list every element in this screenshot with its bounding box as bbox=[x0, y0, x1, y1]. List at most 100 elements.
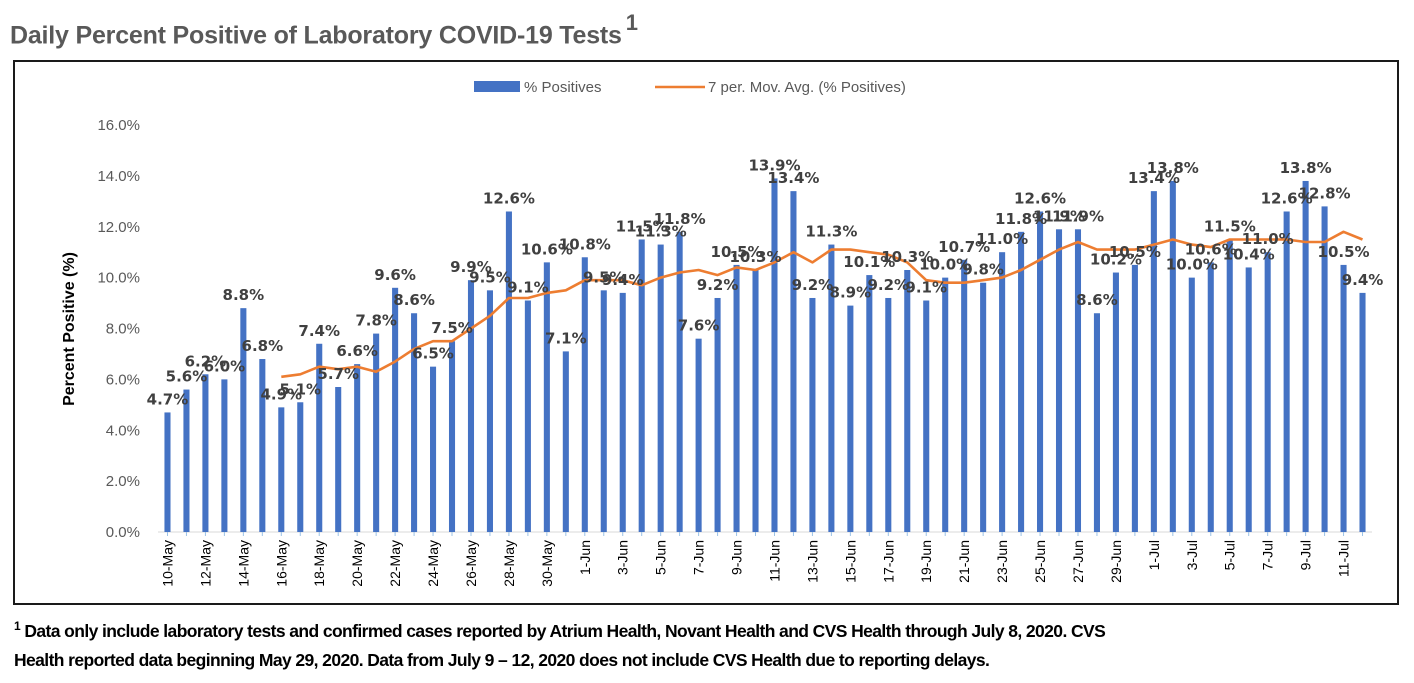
footnote-text-1: Data only include laboratory tests and c… bbox=[24, 620, 1106, 641]
x-tick-label: 30-May bbox=[539, 540, 555, 587]
data-label: 10.5% bbox=[1318, 243, 1370, 261]
bar bbox=[676, 231, 683, 532]
data-label: 7.4% bbox=[298, 322, 340, 340]
bar bbox=[562, 351, 569, 532]
data-label: 10.5% bbox=[711, 243, 763, 261]
data-label: 10.8% bbox=[559, 235, 611, 253]
bar bbox=[1150, 191, 1157, 532]
x-tick-label: 19-Jun bbox=[918, 540, 934, 583]
bar bbox=[695, 338, 702, 532]
x-tick-label: 23-Jun bbox=[994, 540, 1010, 583]
bars bbox=[164, 178, 1366, 533]
data-label: 13.8% bbox=[1147, 159, 1199, 177]
bar bbox=[866, 275, 873, 532]
legend: % Positives 7 per. Mov. Avg. (% Positive… bbox=[474, 79, 906, 96]
y-tick-label: 16.0% bbox=[97, 117, 140, 134]
data-label: 7.6% bbox=[678, 317, 720, 335]
x-tick-label: 3-Jun bbox=[615, 540, 631, 575]
y-tick-label: 10.0% bbox=[97, 270, 140, 287]
y-tick-label: 2.0% bbox=[106, 473, 140, 490]
data-label: 8.6% bbox=[1076, 291, 1118, 309]
data-label: 12.6% bbox=[483, 189, 535, 207]
bar bbox=[448, 341, 456, 532]
data-label: 7.5% bbox=[431, 319, 473, 337]
data-label: 11.3% bbox=[805, 223, 857, 241]
bar bbox=[524, 300, 531, 532]
data-label: 11.0% bbox=[976, 230, 1028, 248]
bar bbox=[923, 300, 930, 532]
bar bbox=[411, 313, 418, 532]
data-label: 11.8% bbox=[654, 210, 706, 228]
data-label: 10.3% bbox=[729, 248, 781, 266]
data-label: 12.6% bbox=[1261, 189, 1313, 207]
data-label: 9.5% bbox=[583, 268, 625, 286]
bar bbox=[164, 412, 171, 532]
x-tick-label: 11-Jul bbox=[1336, 540, 1352, 577]
legend-label-bars: % Positives bbox=[524, 79, 602, 96]
data-label: 13.4% bbox=[767, 169, 819, 187]
bar bbox=[619, 292, 626, 532]
data-label: 8.8% bbox=[223, 286, 265, 304]
data-label: 10.0% bbox=[1166, 256, 1218, 274]
bar bbox=[638, 239, 645, 532]
bar bbox=[1037, 211, 1044, 533]
bar bbox=[430, 366, 437, 532]
bar bbox=[1283, 211, 1290, 533]
data-label: 10.5% bbox=[1109, 243, 1161, 261]
bar bbox=[980, 282, 987, 532]
data-label: 6.8% bbox=[242, 337, 284, 355]
bar bbox=[885, 297, 892, 532]
x-tick-label: 25-Jun bbox=[1032, 540, 1048, 583]
x-tick-label: 29-Jun bbox=[1108, 540, 1124, 583]
x-tick-label: 16-May bbox=[273, 540, 289, 587]
title-text: Daily Percent Positive of Laboratory COV… bbox=[10, 21, 622, 50]
bar bbox=[942, 277, 949, 532]
data-label: 12.6% bbox=[1014, 189, 1066, 207]
bar bbox=[1188, 277, 1195, 532]
bar bbox=[904, 269, 911, 532]
footnote-text-2: Health reported data beginning May 29, 2… bbox=[14, 649, 990, 670]
data-label: 12.8% bbox=[1299, 184, 1351, 202]
data-label: 11.3% bbox=[635, 223, 687, 241]
data-labels: 4.7% 5.6%6.2%6.0% 8.8% 6.8% 4.9%5.1% 7.4% 5.7%… bbox=[147, 156, 1384, 408]
bar bbox=[961, 259, 968, 532]
data-label: 9.4% bbox=[602, 271, 644, 289]
x-tick-label: 14-May bbox=[235, 540, 251, 587]
data-label: 6.0% bbox=[204, 357, 246, 375]
bar bbox=[373, 333, 380, 532]
data-label: 9.8% bbox=[962, 261, 1004, 279]
bar bbox=[335, 387, 342, 532]
bar bbox=[316, 343, 323, 532]
y-tick-label: 6.0% bbox=[106, 371, 140, 388]
x-tick-label: 15-Jun bbox=[842, 540, 858, 583]
data-label: 11.5% bbox=[1204, 217, 1256, 235]
bar bbox=[828, 244, 835, 532]
moving-average-line bbox=[281, 230, 1363, 379]
data-label: 7.8% bbox=[355, 312, 397, 330]
x-tick-label: 22-May bbox=[387, 540, 403, 587]
bar bbox=[505, 211, 512, 533]
bar bbox=[202, 374, 209, 532]
data-label: 9.4% bbox=[1342, 271, 1384, 289]
bar bbox=[847, 305, 854, 532]
x-tick-label: 10-May bbox=[159, 540, 175, 587]
data-label: 10.4% bbox=[1223, 245, 1275, 263]
bar bbox=[1074, 229, 1082, 532]
y-tick-label: 12.0% bbox=[97, 219, 140, 236]
data-label: 10.6% bbox=[1185, 240, 1237, 258]
x-tick-label: 13-Jun bbox=[804, 540, 820, 583]
data-label: 4.7% bbox=[147, 390, 189, 408]
bar bbox=[752, 269, 759, 532]
bar bbox=[1226, 239, 1233, 532]
data-label: 8.9% bbox=[830, 284, 872, 302]
data-label: 9.1% bbox=[507, 279, 549, 297]
data-label: 11.9% bbox=[1052, 207, 1104, 225]
x-tick-label: 3-Jul bbox=[1184, 540, 1200, 570]
bar bbox=[1340, 264, 1347, 532]
footnote-line-2: Health reported data beginning May 29, 2… bbox=[14, 646, 1410, 675]
x-tick-label: 17-Jun bbox=[880, 540, 896, 583]
bar bbox=[1245, 267, 1252, 532]
x-tick-label: 9-Jul bbox=[1298, 540, 1314, 570]
data-label: 13.4% bbox=[1128, 169, 1180, 187]
